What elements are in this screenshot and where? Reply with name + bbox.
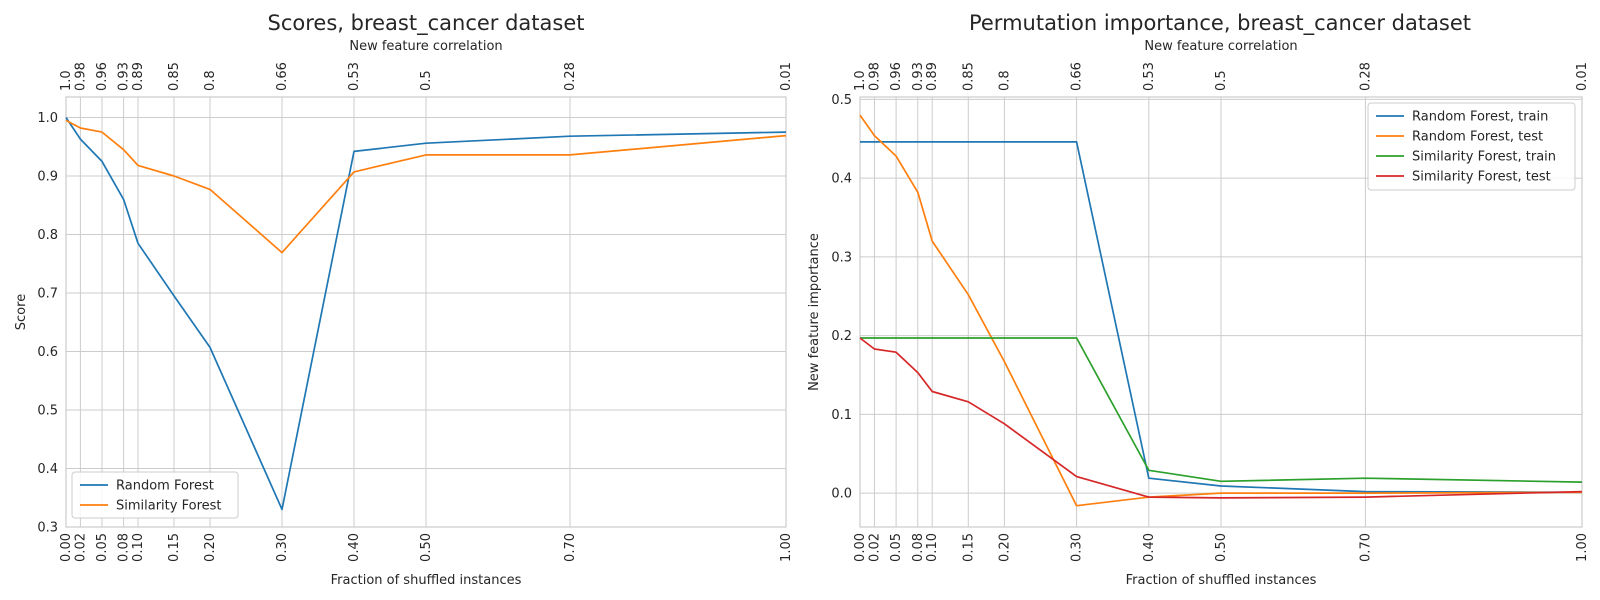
x-axis-label: Fraction of shuffled instances xyxy=(331,573,522,588)
top-tick-label: 0.5 xyxy=(419,70,434,91)
series-line-2 xyxy=(859,114,1583,507)
top-tick-label: 0.85 xyxy=(167,62,182,91)
chart-title: Scores, breast_cancer dataset xyxy=(268,11,585,36)
x-tick-label: 0.10 xyxy=(131,533,146,562)
legend-entry: Random Forest xyxy=(116,479,214,494)
top-axis-label: New feature correlation xyxy=(349,39,502,54)
y-tick-label: 0.4 xyxy=(37,462,58,477)
plot-frame xyxy=(65,96,787,528)
top-tick-label: 0.98 xyxy=(867,62,882,91)
x-tick-label: 0.70 xyxy=(1358,533,1373,562)
x-tick-label: 0.02 xyxy=(73,533,88,562)
x-tick-label: 0.70 xyxy=(563,533,578,562)
permutation-importance-chart: Permutation importance, breast_cancer da… xyxy=(807,11,1590,588)
y-tick-label: 0.5 xyxy=(831,93,852,108)
y-tick-label: 0.8 xyxy=(37,228,58,243)
y-tick-label: 1.0 xyxy=(37,111,58,126)
legend-entry: Random Forest, test xyxy=(1412,130,1543,145)
top-tick-label: 0.53 xyxy=(1142,62,1157,91)
legend-entry: Random Forest, train xyxy=(1412,110,1548,125)
top-tick-label: 1.0 xyxy=(59,70,74,91)
plot-frame xyxy=(859,96,1583,528)
x-tick-label: 0.02 xyxy=(867,533,882,562)
legend-entry: Similarity Forest, test xyxy=(1412,170,1551,185)
y-tick-label: 0.0 xyxy=(831,487,852,502)
y-tick-label: 0.2 xyxy=(831,329,852,344)
top-tick-label: 0.5 xyxy=(1214,70,1229,91)
top-tick-label: 0.8 xyxy=(997,70,1012,91)
series-line-3 xyxy=(860,337,1583,483)
legend-entry: Similarity Forest xyxy=(116,499,222,514)
x-tick-label: 0.00 xyxy=(59,533,74,562)
top-tick-label: 0.66 xyxy=(1070,62,1085,91)
top-tick-label: 0.96 xyxy=(889,62,904,91)
top-tick-label: 0.8 xyxy=(203,70,218,91)
y-tick-label: 0.1 xyxy=(831,408,852,423)
x-tick-label: 0.50 xyxy=(1214,533,1229,562)
top-tick-label: 0.85 xyxy=(961,62,976,91)
top-tick-label: 0.93 xyxy=(117,62,132,91)
y-tick-label: 0.3 xyxy=(831,250,852,265)
y-tick-label: 0.3 xyxy=(37,521,58,536)
top-tick-label: 0.93 xyxy=(911,62,926,91)
top-tick-label: 0.98 xyxy=(73,62,88,91)
x-tick-label: 0.30 xyxy=(1070,533,1085,562)
x-tick-label: 0.20 xyxy=(997,533,1012,562)
y-tick-label: 0.4 xyxy=(831,172,852,187)
top-tick-label: 0.66 xyxy=(275,62,290,91)
top-tick-label: 0.89 xyxy=(925,62,940,91)
y-axis-label: New feature importance xyxy=(807,233,822,391)
x-tick-label: 0.50 xyxy=(419,533,434,562)
x-tick-label: 0.05 xyxy=(889,533,904,562)
x-tick-label: 0.10 xyxy=(925,533,940,562)
y-axis-label: Score xyxy=(14,294,29,330)
legend-box xyxy=(1367,102,1576,191)
x-tick-label: 0.15 xyxy=(167,533,182,562)
top-tick-label: 0.01 xyxy=(779,62,794,91)
series-line-4 xyxy=(859,337,1583,499)
legend: Random Forest Similarity Forest xyxy=(71,471,239,519)
chart-title: Permutation importance, breast_cancer da… xyxy=(969,11,1471,36)
top-tick-label: 0.89 xyxy=(131,62,146,91)
series-line-1 xyxy=(860,141,1583,494)
x-tick-label: 0.30 xyxy=(275,533,290,562)
x-tick-label: 0.40 xyxy=(1142,533,1157,562)
x-tick-label: 0.05 xyxy=(95,533,110,562)
x-tick-label: 0.20 xyxy=(203,533,218,562)
y-tick-label: 0.6 xyxy=(37,345,58,360)
top-tick-label: 0.96 xyxy=(95,62,110,91)
legend: Random Forest, train Random Forest, test S… xyxy=(1367,102,1576,191)
x-tick-label: 0.08 xyxy=(117,533,132,562)
top-tick-label: 1.0 xyxy=(853,70,868,91)
y-tick-label: 0.5 xyxy=(37,403,58,418)
x-tick-label: 0.00 xyxy=(853,533,868,562)
x-tick-label: 1.00 xyxy=(1575,533,1590,562)
series-line-1 xyxy=(65,117,787,511)
y-tick-label: 0.7 xyxy=(37,286,58,301)
legend-entry: Similarity Forest, train xyxy=(1412,150,1556,165)
x-tick-label: 0.08 xyxy=(911,533,926,562)
x-tick-label: 0.15 xyxy=(961,533,976,562)
x-tick-label: 1.00 xyxy=(779,533,794,562)
top-axis-label: New feature correlation xyxy=(1144,39,1297,54)
series-line-2 xyxy=(65,119,787,254)
top-tick-label: 0.53 xyxy=(347,62,362,91)
scores-chart: Scores, breast_cancer dataset New feature… xyxy=(14,11,794,588)
top-tick-label: 0.01 xyxy=(1575,62,1590,91)
x-axis-label: Fraction of shuffled instances xyxy=(1126,573,1317,588)
top-tick-label: 0.28 xyxy=(563,62,578,91)
top-tick-label: 0.28 xyxy=(1358,62,1373,91)
x-tick-label: 0.40 xyxy=(347,533,362,562)
y-tick-label: 0.9 xyxy=(37,169,58,184)
legend-box xyxy=(71,471,239,519)
